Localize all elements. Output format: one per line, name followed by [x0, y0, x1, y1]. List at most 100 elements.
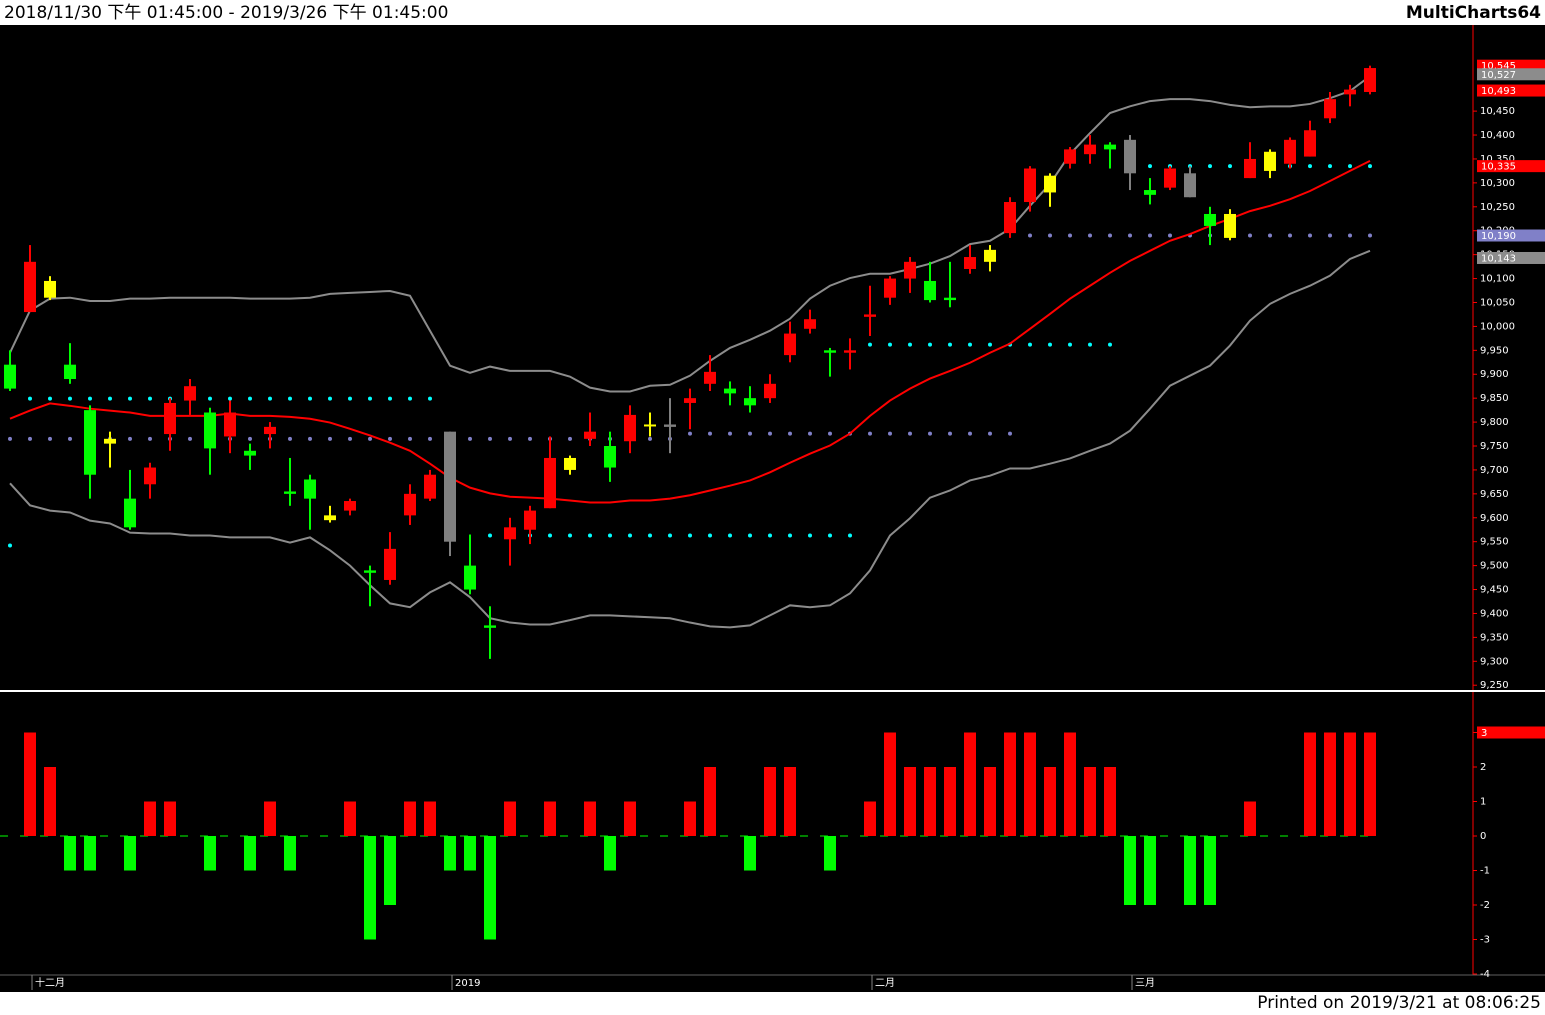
- level-dot: [568, 436, 572, 441]
- histogram-bar: [364, 836, 376, 940]
- level-dot: [988, 342, 992, 347]
- footer-bar: [0, 992, 1545, 1015]
- x-tick-label: 三月: [1135, 977, 1155, 989]
- level-dot: [608, 533, 612, 538]
- histogram-bar: [864, 801, 876, 836]
- candle-body: [464, 565, 476, 590]
- level-dot: [48, 436, 52, 441]
- candle-body: [4, 364, 16, 389]
- candle-body: [924, 280, 936, 301]
- candle-body: [104, 438, 116, 444]
- y-tick-label: 9,800: [1480, 417, 1509, 428]
- y-tick-label: 9,650: [1480, 489, 1509, 500]
- candle-body: [1224, 213, 1236, 238]
- level-dot: [928, 342, 932, 347]
- price-marker-label: 10,545: [1481, 61, 1516, 72]
- price-marker: [1477, 726, 1545, 739]
- histogram-bar: [684, 801, 696, 836]
- level-dot: [428, 436, 432, 441]
- level-dot: [128, 396, 132, 401]
- y-tick-label: 10,400: [1480, 130, 1515, 141]
- level-dot: [888, 342, 892, 347]
- candle-body: [1284, 139, 1296, 164]
- level-dot: [268, 396, 272, 401]
- candle-body: [384, 548, 396, 580]
- candle-body: [1344, 89, 1356, 95]
- histogram-bar: [1084, 767, 1096, 836]
- histogram-bar: [904, 767, 916, 836]
- level-dot: [108, 396, 112, 401]
- candle-body: [1264, 151, 1276, 171]
- level-dot: [808, 533, 812, 538]
- level-dot: [368, 396, 372, 401]
- level-dot: [688, 533, 692, 538]
- level-dot: [248, 436, 252, 441]
- histogram-bar: [244, 836, 256, 871]
- level-dot: [308, 396, 312, 401]
- level-dot: [628, 533, 632, 538]
- candle-body: [144, 467, 156, 485]
- histogram-bar: [1244, 801, 1256, 836]
- histogram-bar: [924, 767, 936, 836]
- chart-title: 2018/11/30 下午 01:45:00 - 2019/3/26 下午 01…: [4, 3, 448, 23]
- level-dot: [848, 533, 852, 538]
- level-dot: [1288, 233, 1292, 238]
- histogram-bar: [1004, 732, 1016, 836]
- price-marker-label: 10,527: [1481, 70, 1516, 81]
- level-dot: [68, 396, 72, 401]
- price-marker-label: 3: [1481, 728, 1487, 739]
- histogram-bar: [1364, 732, 1376, 836]
- level-dot: [1088, 342, 1092, 347]
- level-dot: [1168, 233, 1172, 238]
- level-dot: [248, 396, 252, 401]
- level-dot: [708, 431, 712, 436]
- level-dot: [1128, 233, 1132, 238]
- level-dot: [1108, 342, 1112, 347]
- y-tick-label: 0: [1480, 831, 1486, 842]
- candle-body: [584, 431, 596, 439]
- histogram-bar: [604, 836, 616, 871]
- candle-body: [364, 570, 376, 573]
- level-dot: [508, 436, 512, 441]
- band-line: [9, 249, 1371, 629]
- candle-body: [604, 446, 616, 468]
- level-dot: [528, 436, 532, 441]
- candle-body: [1164, 168, 1176, 188]
- level-dot: [908, 342, 912, 347]
- candle-body: [564, 457, 576, 470]
- level-dot: [748, 431, 752, 436]
- level-dot: [728, 533, 732, 538]
- histogram-bar: [1064, 732, 1076, 836]
- candle-body: [804, 319, 816, 329]
- candle-body: [624, 414, 636, 442]
- candle-body: [664, 424, 676, 427]
- candle-body: [544, 457, 556, 509]
- level-dot: [888, 431, 892, 436]
- histogram-bar: [704, 767, 716, 836]
- candle-body: [1024, 168, 1036, 203]
- level-dot: [948, 431, 952, 436]
- price-marker: [1477, 84, 1545, 97]
- level-dot: [908, 431, 912, 436]
- candle-body: [1324, 99, 1336, 119]
- candle-body: [44, 280, 56, 298]
- level-dot: [548, 533, 552, 538]
- chart-background: [0, 25, 1545, 992]
- level-dot: [868, 342, 872, 347]
- candle-body: [84, 410, 96, 475]
- y-tick-label: 9,750: [1480, 441, 1509, 452]
- x-tick-label: 十二月: [35, 976, 65, 989]
- level-dot: [1248, 233, 1252, 238]
- level-dot: [1308, 233, 1312, 238]
- level-dot: [1348, 164, 1352, 169]
- candle-body: [124, 498, 136, 528]
- histogram-bar: [1024, 732, 1036, 836]
- histogram-bar: [1204, 836, 1216, 905]
- level-dot: [8, 543, 12, 548]
- histogram-bar: [464, 836, 476, 871]
- candle-body: [424, 474, 436, 499]
- candle-body: [184, 386, 196, 401]
- level-dot: [488, 533, 492, 538]
- y-tick-label: 9,300: [1480, 656, 1509, 667]
